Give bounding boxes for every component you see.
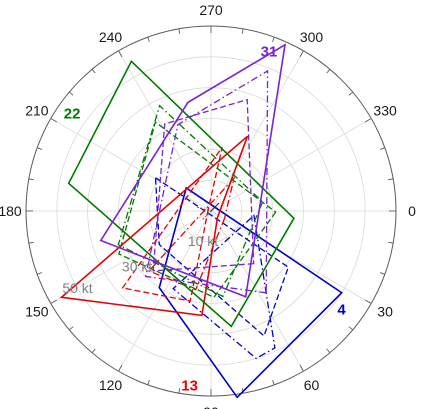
angle-tick-40 — [348, 326, 354, 331]
runway-22-box-dashdot — [117, 104, 264, 298]
grid-spoke-300 — [210, 50, 304, 212]
angle-label-60: 60 — [304, 377, 320, 393]
runway-13-box-dashdot — [147, 175, 236, 291]
angle-label-240: 240 — [99, 29, 123, 45]
angle-tick-160 — [37, 272, 43, 275]
radial-label-10: 10 kt — [188, 233, 218, 249]
angle-tick-230 — [91, 68, 96, 74]
grid-spoke-120 — [118, 210, 212, 372]
runway-31-box-solid — [99, 43, 287, 298]
angle-tick-150 — [50, 299, 58, 304]
angle-label-0: 0 — [408, 203, 416, 219]
angle-tick-110 — [147, 379, 150, 385]
polar-grid — [25, 25, 397, 397]
runway-label-31: 31 — [261, 44, 278, 61]
angle-tick-20 — [379, 272, 385, 275]
runway-22-box-dashed — [118, 121, 277, 299]
angle-tick-170 — [28, 241, 34, 244]
angle-label-330: 330 — [373, 103, 397, 119]
angle-label-90: 90 — [203, 404, 219, 409]
grid-spoke-330 — [210, 118, 372, 212]
runway-22-box-solid — [67, 59, 295, 328]
runway-31-box-dashdot — [144, 69, 269, 294]
angle-tick-220 — [68, 91, 74, 96]
radial-label-30: 30 kt — [122, 259, 152, 275]
angle-label-270: 270 — [199, 2, 223, 18]
angle-tick-120 — [118, 364, 123, 372]
angle-tick-260 — [178, 28, 181, 34]
runway-boxes — [59, 43, 343, 399]
angle-tick-50 — [326, 348, 331, 354]
angle-tick-250 — [147, 37, 150, 43]
grid-spoke-60 — [210, 210, 304, 372]
angle-tick-240 — [118, 50, 123, 58]
runway-label-13: 13 — [181, 377, 198, 394]
center-marker — [196, 202, 220, 221]
grid-spoke-30 — [210, 210, 372, 304]
angle-tick-290 — [272, 37, 275, 43]
angle-tick-130 — [91, 348, 96, 354]
angle-tick-60 — [299, 364, 304, 372]
angle-label-150: 150 — [25, 304, 49, 320]
angle-tick-10 — [388, 241, 394, 244]
angle-tick-330 — [364, 118, 372, 123]
angle-tick-340 — [379, 147, 385, 150]
angle-tick-320 — [348, 91, 354, 96]
angle-tick-210 — [50, 118, 58, 123]
center-wind-vector — [210, 202, 220, 212]
runway-label-22: 22 — [64, 106, 81, 123]
runway-4-box-solid — [158, 186, 343, 399]
angle-tick-200 — [37, 147, 43, 150]
angle-tick-30 — [364, 299, 372, 304]
angle-label-210: 210 — [25, 103, 49, 119]
angle-label-180: 180 — [0, 203, 22, 219]
angle-tick-70 — [272, 379, 275, 385]
angle-tick-310 — [326, 68, 331, 74]
angle-label-300: 300 — [300, 29, 324, 45]
angle-tick-350 — [388, 178, 394, 181]
angle-label-120: 120 — [99, 377, 123, 393]
angle-tick-300 — [299, 50, 304, 58]
radial-label-50: 50 kt — [62, 280, 92, 296]
runway-31-box-dashed — [152, 98, 255, 272]
runway-4-box-dashdot — [172, 214, 276, 360]
angle-tick-140 — [68, 326, 74, 331]
angle-label-30: 30 — [377, 304, 393, 320]
angle-tick-190 — [28, 178, 34, 181]
grid-spoke-150 — [50, 210, 212, 304]
runway-label-4: 4 — [337, 301, 346, 318]
angle-tick-100 — [178, 388, 181, 394]
angle-tick-280 — [241, 28, 244, 34]
